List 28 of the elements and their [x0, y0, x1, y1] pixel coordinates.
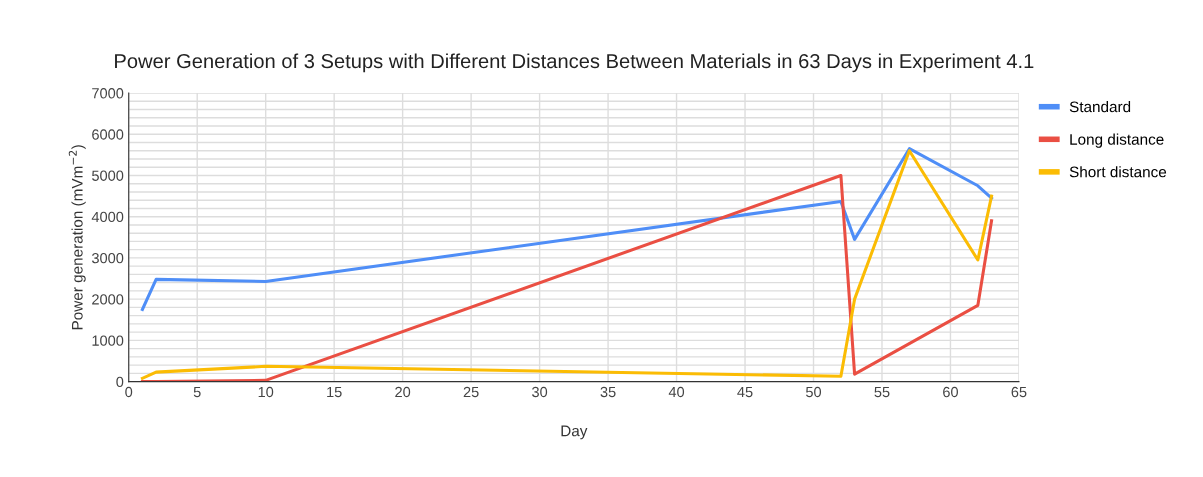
x-tick-label: 65 — [1011, 386, 1027, 398]
x-tick-label: 25 — [463, 386, 479, 398]
y-tick-label: 1000 — [92, 335, 124, 346]
y-axis-title: Power generation (mVm$^{−2}$) — [68, 145, 86, 330]
y-tick-label: 3000 — [91, 253, 124, 264]
legend-label: Short distance — [1069, 166, 1167, 178]
x-tick-label: 10 — [258, 386, 274, 398]
x-tick-label: 30 — [532, 386, 548, 398]
y-tick-label: 6000 — [92, 129, 124, 140]
y-tick-label: 7000 — [92, 88, 124, 99]
x-tick-label: 50 — [805, 386, 822, 398]
x-tick-label: 35 — [600, 386, 616, 398]
x-tick-label: 60 — [943, 386, 958, 398]
x-tick-label: 5 — [193, 387, 201, 398]
y-tick-label: 0 — [116, 376, 124, 388]
x-tick-label: 20 — [395, 386, 411, 398]
legend-label: Long distance — [1070, 133, 1164, 148]
y-tick-label: 5000 — [92, 170, 124, 181]
y-tick-label: 4000 — [91, 211, 124, 223]
chart-title: Power Generation of 3 Setups with Different Distances Between Materials in 63 Days in Experiment 4.1 — [115, 53, 1034, 73]
x-tick-label: 55 — [874, 387, 890, 398]
x-tick-label: 45 — [737, 387, 753, 398]
y-tick-label: 2000 — [92, 294, 124, 305]
legend-label: Standard — [1069, 100, 1131, 113]
x-axis-title: Day — [561, 425, 588, 440]
x-tick-label: 40 — [668, 386, 685, 398]
x-tick-label: 0 — [125, 386, 133, 398]
x-tick-label: 15 — [327, 387, 342, 398]
